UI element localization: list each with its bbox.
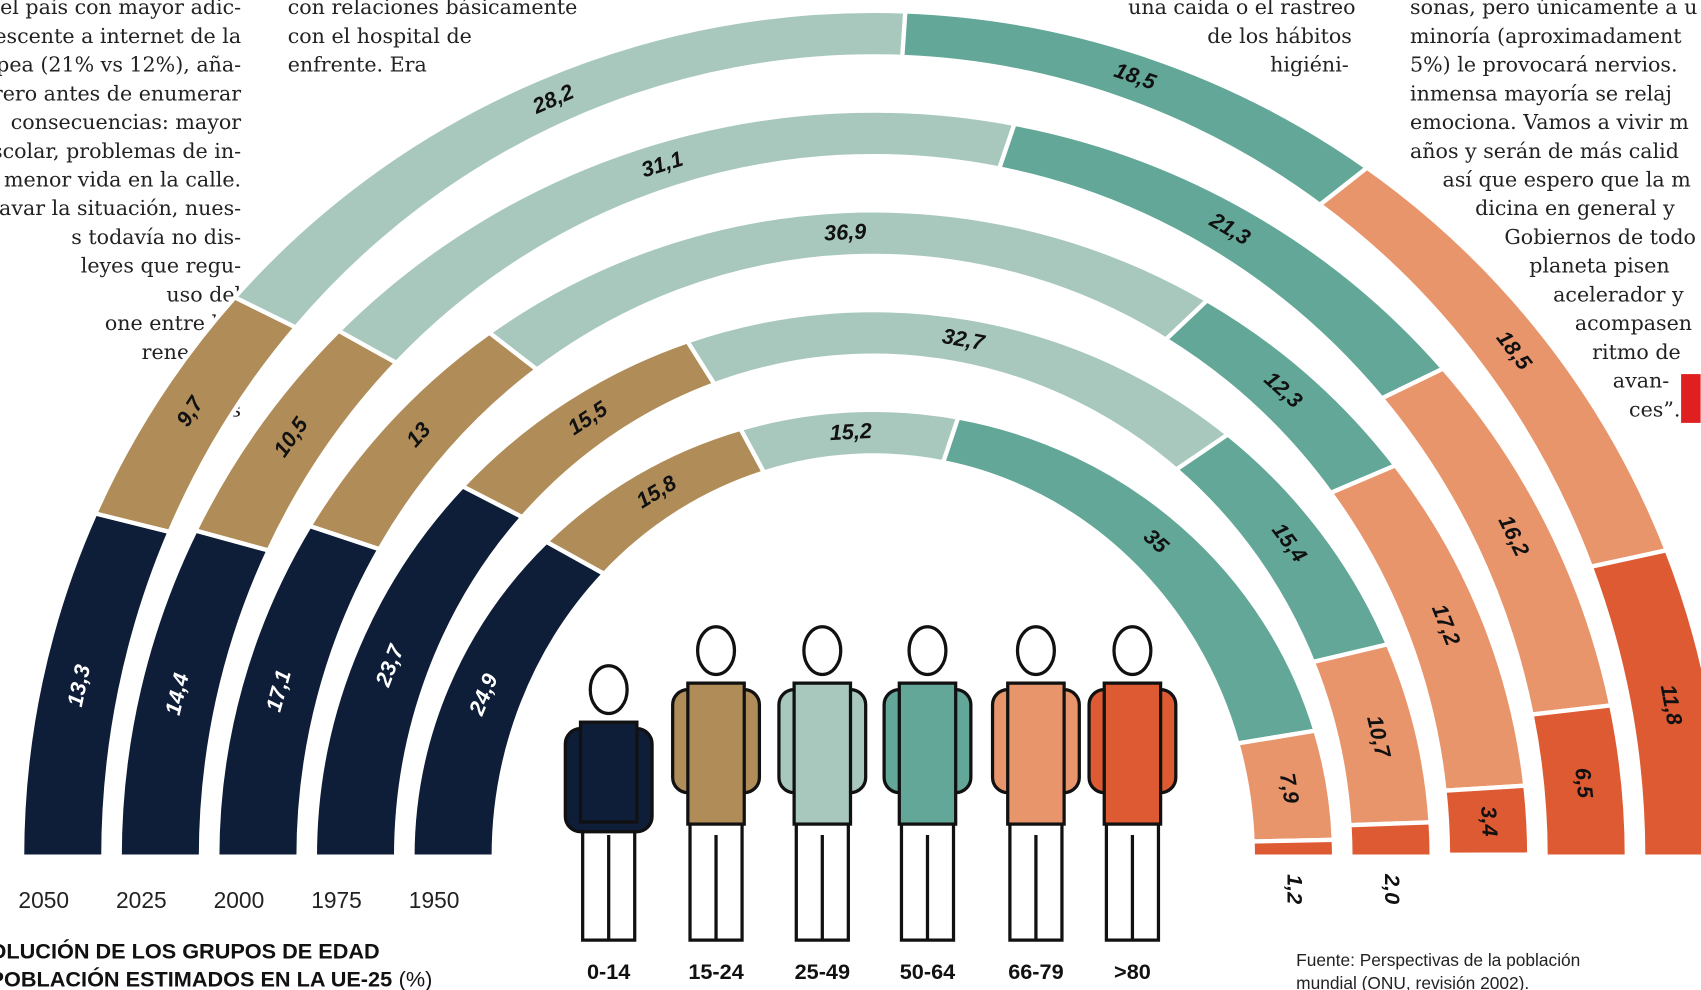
article-line: el país con mayor adic- (0, 0, 241, 19)
article-line: uropea (21% vs 12%), aña- (0, 53, 241, 77)
legend-label: 0-14 (587, 959, 630, 984)
figure-head (1114, 627, 1151, 675)
chart-title: OLUCIÓN DE LOS GRUPOS DE EDAD (0, 939, 380, 964)
value-label: 1,2 (1283, 874, 1308, 904)
article-line: leyes que regu- (81, 254, 241, 278)
article-line: Gobiernos de todo (1504, 225, 1696, 249)
figure-torso (688, 683, 744, 824)
article-line: emociona. Vamos a vivir m (1410, 110, 1689, 134)
figure (565, 666, 652, 940)
article-line: con relaciones básicamente (288, 0, 578, 19)
unit: (%) (399, 967, 433, 990)
figure (1089, 627, 1176, 940)
figure-head (1017, 627, 1054, 675)
article-line: ritmo de (1592, 340, 1681, 364)
title-line: POBLACIÓN ESTIMADOS EN LA UE-25 (0, 967, 392, 990)
legend-label: >80 (1114, 959, 1151, 984)
source: mundial (ONU, revisión 2002). (1296, 973, 1529, 990)
figure-head (804, 627, 841, 675)
article-line: rero antes de enumerar (0, 81, 241, 105)
article-line: así que espero que la m (1443, 168, 1691, 192)
legend-label: 25-49 (795, 959, 850, 984)
article-line: de los hábitos (1207, 24, 1352, 48)
article-line: higiéni- (1270, 53, 1349, 77)
value-label: 2,0 (1380, 873, 1405, 904)
article-line: ces”. (1629, 397, 1680, 421)
value-label: 7,9 (1275, 771, 1304, 805)
article-line: minoría (aproximadament (1410, 24, 1682, 48)
article-line: acelerador y (1553, 282, 1684, 306)
figure (673, 627, 760, 940)
figure-torso (899, 683, 955, 824)
figure-torso (794, 683, 850, 824)
title-line: OLUCIÓN DE LOS GRUPOS DE EDAD (0, 939, 380, 964)
x-tick-label: 2025 (116, 887, 167, 913)
figure (779, 627, 866, 940)
value-label: 6,5 (1570, 766, 1598, 799)
figure-head (698, 627, 735, 675)
article-line: lescente a internet de la (0, 24, 241, 48)
arc-segment (1253, 840, 1335, 857)
value-label: 36,9 (824, 219, 867, 246)
article-line: avar la situación, nues- (0, 196, 241, 220)
article-line: escolar, problemas de in- (0, 139, 241, 163)
x-tick-label: 2000 (214, 887, 265, 913)
figure-head (590, 666, 627, 714)
article-line: enfrente. Era (288, 53, 427, 77)
x-tick-label: 1975 (311, 887, 362, 913)
article-line: una caída o el rastreo (1128, 0, 1355, 19)
figure-torso (581, 722, 637, 822)
end-mark (1681, 374, 1701, 423)
chart-title: POBLACIÓN ESTIMADOS EN LA UE-25 (%) (0, 967, 432, 990)
arc-segment (1349, 822, 1431, 856)
x-tick-label: 2050 (18, 887, 69, 913)
article-line: con el hospital de (288, 24, 472, 48)
legend-label: 66-79 (1008, 959, 1063, 984)
value-label: 3,4 (1476, 806, 1503, 837)
x-tick-label: 1950 (409, 887, 460, 913)
article-line: años y serán de más calid (1410, 139, 1679, 163)
article-line: y menor vida en la calle. (0, 168, 241, 192)
legend-label: 15-24 (688, 959, 743, 984)
article-line: acompasen (1575, 311, 1692, 335)
article-line: planeta pisen (1529, 254, 1669, 278)
article-line: avan- (1613, 369, 1669, 393)
value-label: 15,2 (829, 418, 872, 445)
source: Fuente: Perspectivas de la población (1296, 950, 1580, 970)
article-line: s todavía no dis- (71, 225, 241, 249)
legend-label: 50-64 (900, 959, 955, 984)
figure-torso (1104, 683, 1160, 824)
figure (993, 627, 1080, 940)
figure (884, 627, 971, 940)
article-line: sonas, pero únicamente a u (1410, 0, 1697, 19)
article-line: 5%) le provocará nervios. (1410, 53, 1678, 77)
article-line: consecuencias: mayor (11, 110, 241, 134)
article-line: inmensa mayoría se relaj (1410, 81, 1672, 105)
figure-torso (1008, 683, 1064, 824)
article-line: dicina en general y (1475, 196, 1675, 220)
chart: OLUCIÓN DE LOS GRUPOS DE EDAD POBLACIÓN … (0, 0, 1701, 990)
figure-head (909, 627, 946, 675)
